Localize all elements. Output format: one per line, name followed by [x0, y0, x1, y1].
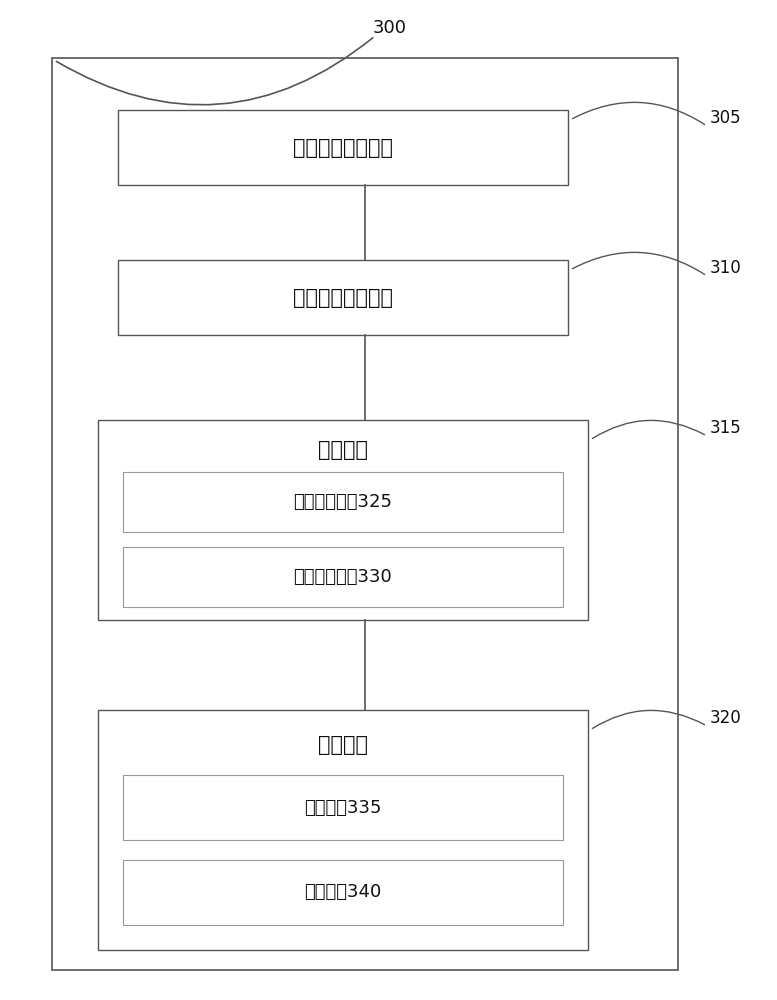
Bar: [123, 860, 563, 925]
FancyArrowPatch shape: [592, 420, 705, 439]
FancyArrowPatch shape: [573, 252, 705, 274]
FancyArrowPatch shape: [57, 38, 373, 105]
Bar: [123, 472, 563, 532]
FancyArrowPatch shape: [592, 710, 705, 729]
Text: 第一判断单元325: 第一判断单元325: [294, 493, 392, 511]
Text: 315: 315: [710, 419, 742, 437]
Bar: [118, 260, 568, 335]
Text: 判断模块: 判断模块: [318, 440, 368, 460]
Bar: [52, 58, 678, 970]
Bar: [123, 547, 563, 607]
Text: 320: 320: [710, 709, 742, 727]
Text: 300: 300: [373, 19, 407, 37]
Bar: [123, 775, 563, 840]
Bar: [98, 420, 588, 620]
Text: 识别单元335: 识别单元335: [305, 798, 382, 816]
Text: 310: 310: [710, 259, 742, 277]
Text: 第二判断单元330: 第二判断单元330: [294, 568, 392, 586]
Text: 位置信息获取模块: 位置信息获取模块: [293, 288, 393, 308]
Text: 违章信息获取模块: 违章信息获取模块: [293, 137, 393, 157]
Text: 编辑单元340: 编辑单元340: [305, 884, 382, 902]
Text: 305: 305: [710, 109, 741, 127]
FancyArrowPatch shape: [573, 102, 705, 124]
Text: 编辑模块: 编辑模块: [318, 735, 368, 755]
Bar: [118, 110, 568, 185]
Bar: [98, 710, 588, 950]
